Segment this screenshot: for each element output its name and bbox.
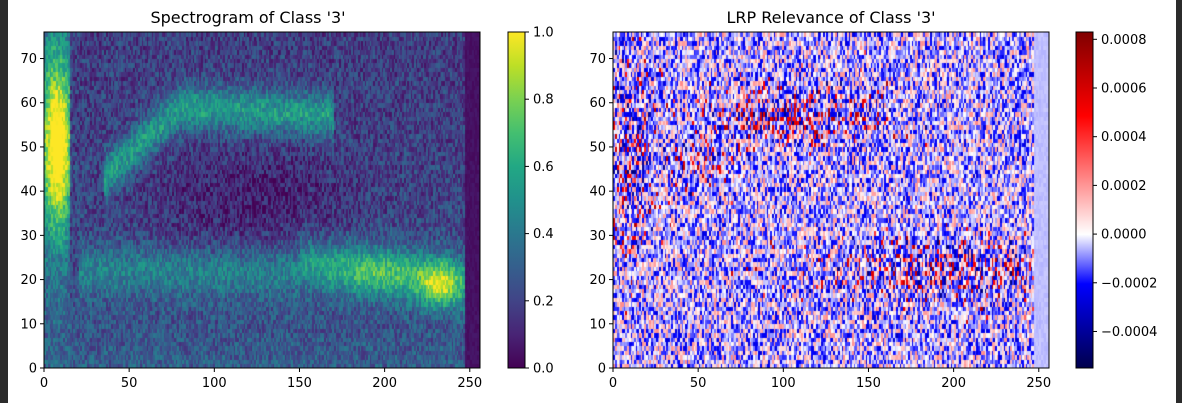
chart-title: LRP Relevance of Class '3' [726,8,935,27]
x-tick-label: 250 [1026,376,1051,391]
y-tick-label: 0 [29,362,37,377]
spectrogram-panel: Spectrogram of Class '3' 0 50 100 150 200 250… [20,8,553,391]
colorbar [1075,31,1094,369]
x-tick-label: 50 [690,376,707,391]
colorbar-tick-label: 0.0 [533,362,554,377]
y-tick-label: 20 [20,273,37,288]
lrp-panel: LRP Relevance of Class '3' 0 50 100 150 200 2… [589,8,1157,391]
colorbar-ticks: −0.0004 −0.0002 0.0000 0.0002 0.0004 0.0006 0.… [1093,33,1157,340]
y-tick-label: 30 [589,229,606,244]
colorbar-tick-label: 0.2 [533,294,554,309]
colorbar-tick-label: 0.0008 [1101,33,1147,48]
y-tick-label: 40 [20,185,37,200]
y-tick-label: 30 [20,229,37,244]
y-tick-label: 0 [598,362,606,377]
colorbar-tick-label: 0.8 [533,93,554,108]
colorbar-tick-label: 0.0000 [1101,228,1147,243]
x-tick-label: 100 [771,376,796,391]
x-tick-label: 0 [40,376,48,391]
colorbar-tick-label: 0.0006 [1101,82,1147,97]
x-tick-label: 250 [457,376,482,391]
y-tick-label: 60 [20,96,37,111]
y-tick-label: 70 [20,52,37,67]
y-tick-label: 10 [589,317,606,332]
y-tick-label: 50 [589,140,606,155]
heatmap-plot-area [613,32,1049,368]
colorbar [507,31,526,369]
y-tick-label: 10 [20,317,37,332]
colorbar-tick-label: 0.6 [533,160,554,175]
y-tick-label: 70 [589,52,606,67]
heatmap-plot-area [44,32,480,368]
colorbar-tick-label: −0.0002 [1101,276,1157,291]
x-tick-label: 200 [941,376,966,391]
colorbar-tick-label: 1.0 [533,26,554,41]
y-tick-label: 20 [589,273,606,288]
x-tick-label: 0 [609,376,617,391]
figure: Spectrogram of Class '3' 0 50 100 150 200 250… [8,0,1176,403]
y-tick-label: 50 [20,140,37,155]
x-tick-label: 150 [856,376,881,391]
axis-ticks: 0 50 100 150 200 250 0 10 20 30 40 50 60 70 [20,52,482,391]
x-tick-label: 200 [372,376,397,391]
colorbar-tick-label: 0.4 [533,227,554,242]
y-tick-label: 40 [589,185,606,200]
plot-frame [43,31,481,369]
x-tick-label: 150 [287,376,312,391]
colorbar-ticks: 0.0 0.2 0.4 0.6 0.8 1.0 [525,26,554,377]
colorbar-tick-label: −0.0004 [1101,325,1157,340]
x-tick-label: 100 [202,376,227,391]
x-tick-label: 50 [121,376,138,391]
chart-title: Spectrogram of Class '3' [150,8,345,27]
axis-ticks: 0 50 100 150 200 250 0 10 20 30 40 50 60 70 [589,52,1051,391]
plot-frame [612,31,1050,369]
y-tick-label: 60 [589,96,606,111]
colorbar-tick-label: 0.0002 [1101,179,1147,194]
colorbar-tick-label: 0.0004 [1101,130,1147,145]
